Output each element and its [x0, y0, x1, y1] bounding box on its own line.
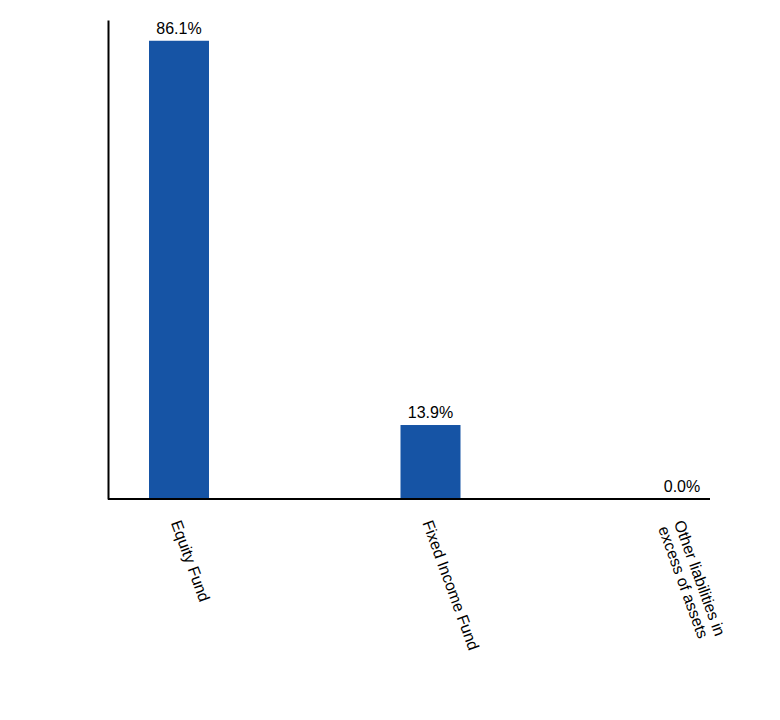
bars — [149, 41, 461, 499]
chart-svg: Equity Fund Fixed Income Fund Other liabil… — [0, 0, 780, 720]
bar — [401, 425, 461, 499]
data-labels: 86.1% 13.9% 0.0% — [156, 20, 700, 495]
x-axis-line — [108, 498, 710, 500]
data-label: 86.1% — [156, 20, 201, 37]
chart-container: Equity Fund Fixed Income Fund Other liabil… — [0, 0, 780, 720]
x-tick-label: Other liabilities inexcess of assets — [655, 518, 728, 644]
x-tick-label: Equity Fund — [168, 518, 213, 604]
x-tick: Equity Fund — [168, 518, 213, 604]
x-tick-label: Fixed Income Fund — [419, 518, 482, 653]
data-label: 0.0% — [664, 478, 700, 495]
x-axis: Equity Fund Fixed Income Fund Other liabil… — [108, 499, 729, 652]
y-axis-line — [108, 21, 110, 500]
bar — [149, 41, 209, 499]
x-tick: Fixed Income Fund — [419, 518, 482, 653]
data-label: 13.9% — [408, 404, 453, 421]
x-tick: Other liabilities inexcess of assets — [655, 518, 728, 644]
y-axis — [108, 21, 109, 500]
